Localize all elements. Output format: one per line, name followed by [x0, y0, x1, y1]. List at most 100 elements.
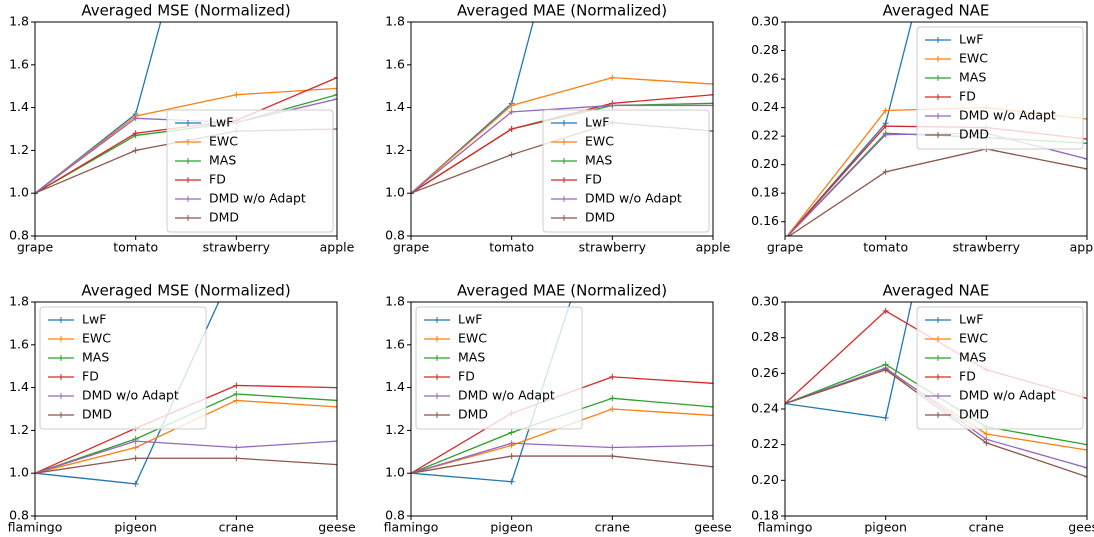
point-marker [609, 453, 616, 460]
y-tick-label: 0.8 [385, 508, 405, 523]
y-tick-label: 1.4 [9, 379, 29, 394]
legend-marker [561, 196, 567, 202]
point-marker [334, 74, 337, 81]
chart-title: Averaged MAE (Normalized) [457, 2, 667, 20]
y-tick-label: 1.0 [9, 465, 29, 480]
legend-marker [58, 336, 64, 342]
x-tick-label: pigeon [490, 520, 533, 535]
panel: Averaged MAE (Normalized) 0.8 1.0 1.2 1.4 1.6… [384, 282, 732, 535]
point-marker [882, 414, 889, 421]
x-tick-label: grape [767, 240, 804, 255]
y-tick-label: 0.26 [751, 365, 779, 380]
point-marker [233, 382, 240, 389]
y-tick-label: 1.4 [9, 99, 29, 114]
panel: Averaged NAE 0.16 0.18 0.20 0.22 0.24 0.26 0.28… [751, 2, 1094, 255]
y-tick-label: 0.18 [751, 185, 779, 200]
axes-frame [410, 301, 714, 517]
legend-box [415, 306, 583, 430]
y-tick-label: 0.8 [9, 508, 29, 523]
series-line [786, 22, 913, 236]
panel: Averaged MSE (Normalized) 0.8 1.0 1.2 1.4 1.6… [9, 2, 355, 255]
x-tick-label: apple [1070, 240, 1094, 255]
legend-label: MAS [959, 350, 986, 365]
point-marker [132, 444, 139, 451]
y-tick-label: 0.22 [751, 128, 779, 143]
legend-label: EWC [82, 331, 111, 346]
x-tick-label: apple [320, 240, 355, 255]
y-tick-label: 1.6 [9, 336, 29, 351]
axes-frame [34, 21, 338, 237]
y-tick-label: 1.0 [385, 465, 405, 480]
x-tick-label: geese [318, 520, 356, 535]
legend-label: EWC [585, 134, 614, 149]
legend-marker [561, 120, 567, 126]
point-marker [710, 128, 713, 135]
y-tick-label: 1.8 [385, 14, 405, 29]
y-tick-label: 0.8 [385, 228, 405, 243]
legend-label: LwF [585, 115, 609, 130]
legend-label: DMD w/o Adapt [209, 191, 306, 206]
panel: Averaged MAE (Normalized) 0.8 1.0 1.2 1.4 1.6… [385, 2, 731, 255]
point-marker [785, 400, 788, 407]
legend-marker [434, 336, 440, 342]
axes-frame [410, 21, 714, 237]
point-marker [882, 131, 889, 138]
point-marker [1084, 116, 1087, 123]
x-tick-label: apple [696, 240, 731, 255]
legend-marker [58, 355, 64, 361]
legend-marker [935, 56, 941, 62]
series-line [411, 76, 713, 194]
legend: LwF EWC MAS FD DMD w/o Adapt DMD [166, 109, 334, 233]
y-tick-label: 1.8 [9, 14, 29, 29]
legend-marker [58, 374, 64, 380]
legend-marker [935, 393, 941, 399]
point-marker [334, 85, 337, 92]
legend-label: LwF [959, 32, 983, 47]
point-marker [710, 81, 713, 88]
legend-label: LwF [82, 312, 106, 327]
y-tick-label: 1.4 [385, 99, 405, 114]
chart-title: Averaged MSE (Normalized) [81, 282, 290, 300]
legend-label: DMD w/o Adapt [82, 388, 179, 403]
point-marker [1084, 441, 1087, 448]
legend-label: FD [959, 89, 976, 104]
point-marker [233, 444, 240, 451]
y-tick-label: 0.22 [751, 436, 779, 451]
point-marker [710, 380, 713, 387]
point-marker [233, 260, 239, 266]
y-tick-label: 1.6 [9, 56, 29, 71]
legend-label: FD [959, 369, 976, 384]
point-marker [35, 190, 38, 197]
point-marker [710, 412, 713, 419]
legend-marker [935, 75, 941, 81]
point-marker [983, 430, 990, 437]
axes-frame [34, 301, 338, 517]
legend-marker [58, 317, 64, 323]
legend-marker [434, 393, 440, 399]
point-marker [35, 470, 38, 477]
point-marker [1084, 140, 1087, 147]
chart-title: Averaged MAE (Normalized) [457, 282, 667, 300]
point-marker [334, 438, 337, 445]
point-marker [233, 455, 240, 462]
point-marker [334, 96, 337, 103]
legend: LwF EWC MAS FD DMD w/o Adapt DMD [415, 306, 583, 430]
legend-marker [185, 215, 191, 221]
legend-label: MAS [458, 350, 485, 365]
legend-marker [935, 94, 941, 100]
legend-label: DMD [209, 210, 239, 225]
y-tick-label: 0.8 [9, 228, 29, 243]
series-line [35, 87, 337, 194]
series-line [35, 457, 337, 474]
y-tick-label: 0.28 [751, 329, 779, 344]
x-tick-label: grape [393, 240, 430, 255]
y-tick-label: 0.24 [751, 99, 779, 114]
point-marker [1084, 464, 1087, 471]
legend-label: DMD [959, 127, 989, 142]
legend: LwF EWC MAS FD DMD w/o Adapt DMD [916, 26, 1084, 150]
legend-label: FD [585, 172, 602, 187]
point-marker [334, 403, 337, 410]
point-marker [334, 461, 337, 468]
point-marker [710, 403, 713, 410]
y-tick-label: 1.0 [385, 185, 405, 200]
